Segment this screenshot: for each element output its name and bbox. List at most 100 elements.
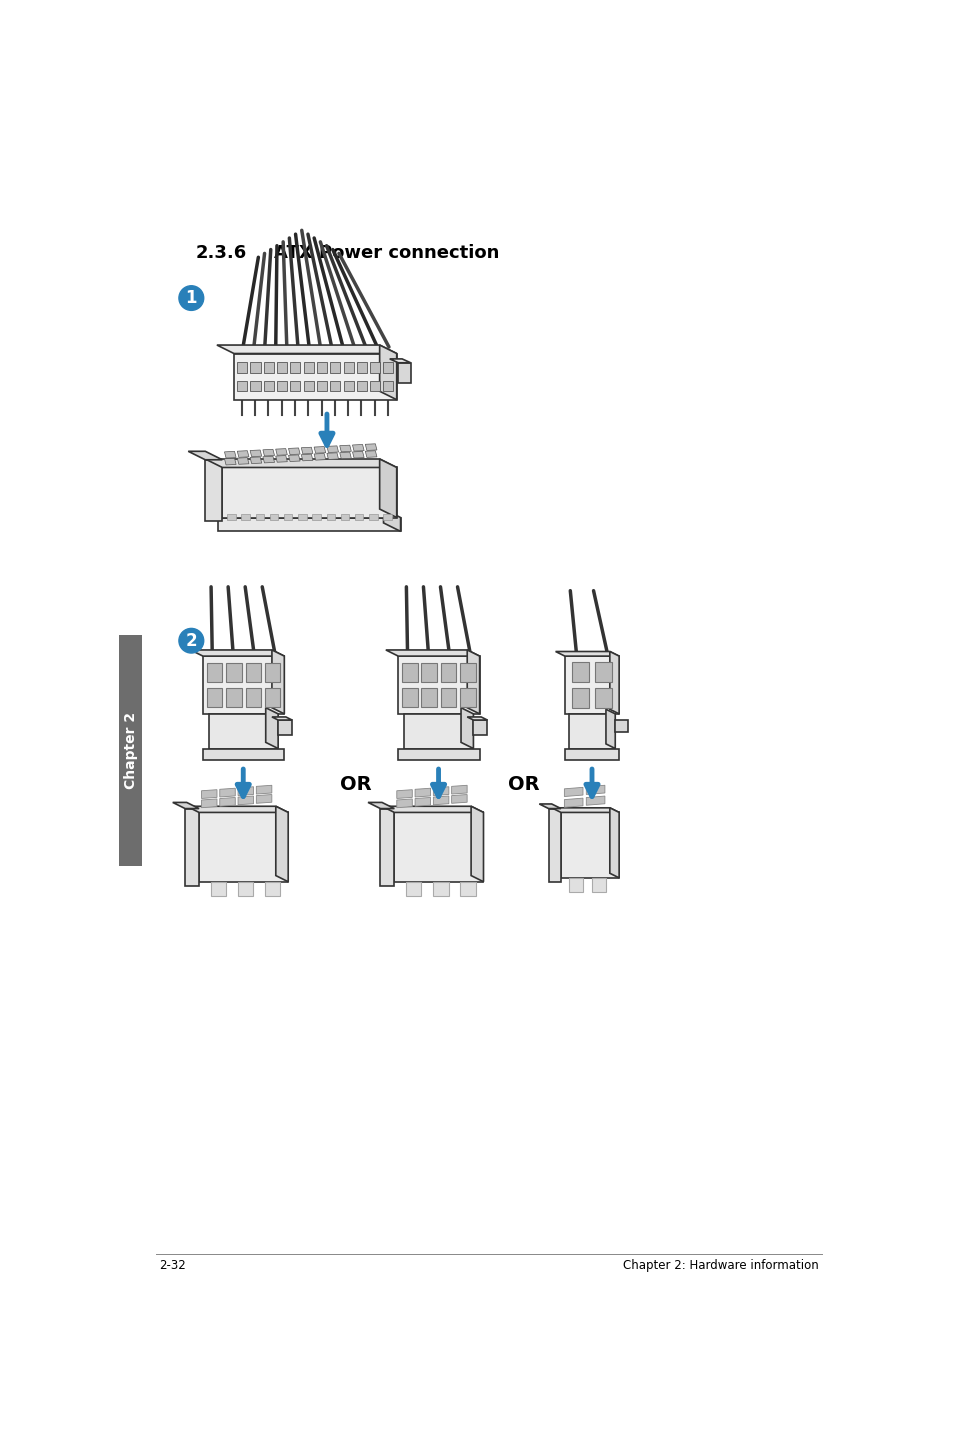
Circle shape xyxy=(179,286,204,311)
Polygon shape xyxy=(440,663,456,682)
Polygon shape xyxy=(275,807,288,881)
Polygon shape xyxy=(265,689,280,707)
Polygon shape xyxy=(339,446,351,452)
Polygon shape xyxy=(538,804,560,808)
Polygon shape xyxy=(595,661,612,682)
Polygon shape xyxy=(303,381,314,391)
Polygon shape xyxy=(433,787,448,795)
Polygon shape xyxy=(191,650,284,656)
Polygon shape xyxy=(266,707,278,749)
Polygon shape xyxy=(355,513,363,519)
Polygon shape xyxy=(316,381,327,391)
Polygon shape xyxy=(301,447,313,454)
Circle shape xyxy=(179,628,204,653)
Polygon shape xyxy=(187,807,288,812)
Polygon shape xyxy=(312,513,320,519)
Polygon shape xyxy=(275,456,287,462)
Polygon shape xyxy=(385,650,479,656)
Polygon shape xyxy=(383,381,393,391)
Polygon shape xyxy=(397,749,479,761)
Polygon shape xyxy=(326,513,335,519)
Polygon shape xyxy=(272,650,284,713)
Text: OR: OR xyxy=(339,775,371,794)
Polygon shape xyxy=(203,749,284,761)
Polygon shape xyxy=(352,444,364,452)
Polygon shape xyxy=(356,381,367,391)
Polygon shape xyxy=(402,663,417,682)
Polygon shape xyxy=(275,449,287,456)
Polygon shape xyxy=(263,449,274,456)
Polygon shape xyxy=(237,450,249,457)
Polygon shape xyxy=(402,689,417,707)
Polygon shape xyxy=(433,881,448,896)
Text: OR: OR xyxy=(507,775,539,794)
Polygon shape xyxy=(421,689,436,707)
Polygon shape xyxy=(207,663,222,682)
Polygon shape xyxy=(460,707,473,749)
Polygon shape xyxy=(471,807,483,881)
Polygon shape xyxy=(276,381,287,391)
Polygon shape xyxy=(467,650,479,713)
Text: 2.3.6: 2.3.6 xyxy=(195,244,246,262)
Polygon shape xyxy=(216,345,396,354)
Polygon shape xyxy=(211,881,226,896)
Polygon shape xyxy=(263,456,274,463)
Polygon shape xyxy=(245,663,261,682)
Polygon shape xyxy=(394,812,483,881)
Polygon shape xyxy=(314,447,325,453)
Polygon shape xyxy=(185,808,199,886)
Polygon shape xyxy=(219,788,235,797)
Polygon shape xyxy=(316,362,327,372)
Polygon shape xyxy=(568,877,582,892)
Polygon shape xyxy=(276,362,287,372)
Polygon shape xyxy=(379,345,396,400)
Polygon shape xyxy=(383,513,392,519)
Polygon shape xyxy=(207,689,222,707)
Polygon shape xyxy=(586,785,604,794)
Polygon shape xyxy=(263,362,274,372)
Polygon shape xyxy=(440,689,456,707)
Polygon shape xyxy=(459,663,476,682)
Polygon shape xyxy=(383,509,400,532)
Polygon shape xyxy=(467,718,487,720)
Polygon shape xyxy=(564,656,618,713)
Polygon shape xyxy=(255,513,264,519)
Polygon shape xyxy=(459,881,476,896)
Polygon shape xyxy=(224,459,235,464)
Polygon shape xyxy=(343,381,354,391)
Polygon shape xyxy=(548,808,560,881)
Polygon shape xyxy=(560,812,618,877)
Polygon shape xyxy=(330,362,340,372)
Polygon shape xyxy=(609,808,618,877)
Polygon shape xyxy=(250,450,261,457)
Polygon shape xyxy=(327,446,338,453)
Polygon shape xyxy=(218,518,400,532)
Polygon shape xyxy=(265,881,280,896)
Polygon shape xyxy=(290,381,300,391)
Polygon shape xyxy=(397,656,479,713)
Polygon shape xyxy=(233,354,396,400)
Polygon shape xyxy=(226,689,241,707)
Text: Chapter 2: Hardware information: Chapter 2: Hardware information xyxy=(622,1260,818,1273)
Polygon shape xyxy=(555,651,618,656)
Polygon shape xyxy=(238,797,253,805)
Polygon shape xyxy=(380,808,394,886)
Polygon shape xyxy=(365,444,376,450)
Polygon shape xyxy=(238,787,253,795)
Polygon shape xyxy=(379,459,396,518)
Polygon shape xyxy=(451,785,467,794)
Polygon shape xyxy=(571,661,588,682)
Polygon shape xyxy=(237,457,249,464)
Polygon shape xyxy=(609,651,618,713)
Polygon shape xyxy=(433,797,448,805)
Polygon shape xyxy=(339,452,351,459)
Polygon shape xyxy=(203,656,284,713)
Polygon shape xyxy=(370,381,380,391)
Polygon shape xyxy=(368,802,394,808)
Polygon shape xyxy=(256,785,272,794)
Polygon shape xyxy=(119,634,142,866)
Polygon shape xyxy=(284,513,293,519)
Text: 2: 2 xyxy=(185,631,197,650)
Polygon shape xyxy=(265,663,280,682)
Polygon shape xyxy=(201,789,216,798)
